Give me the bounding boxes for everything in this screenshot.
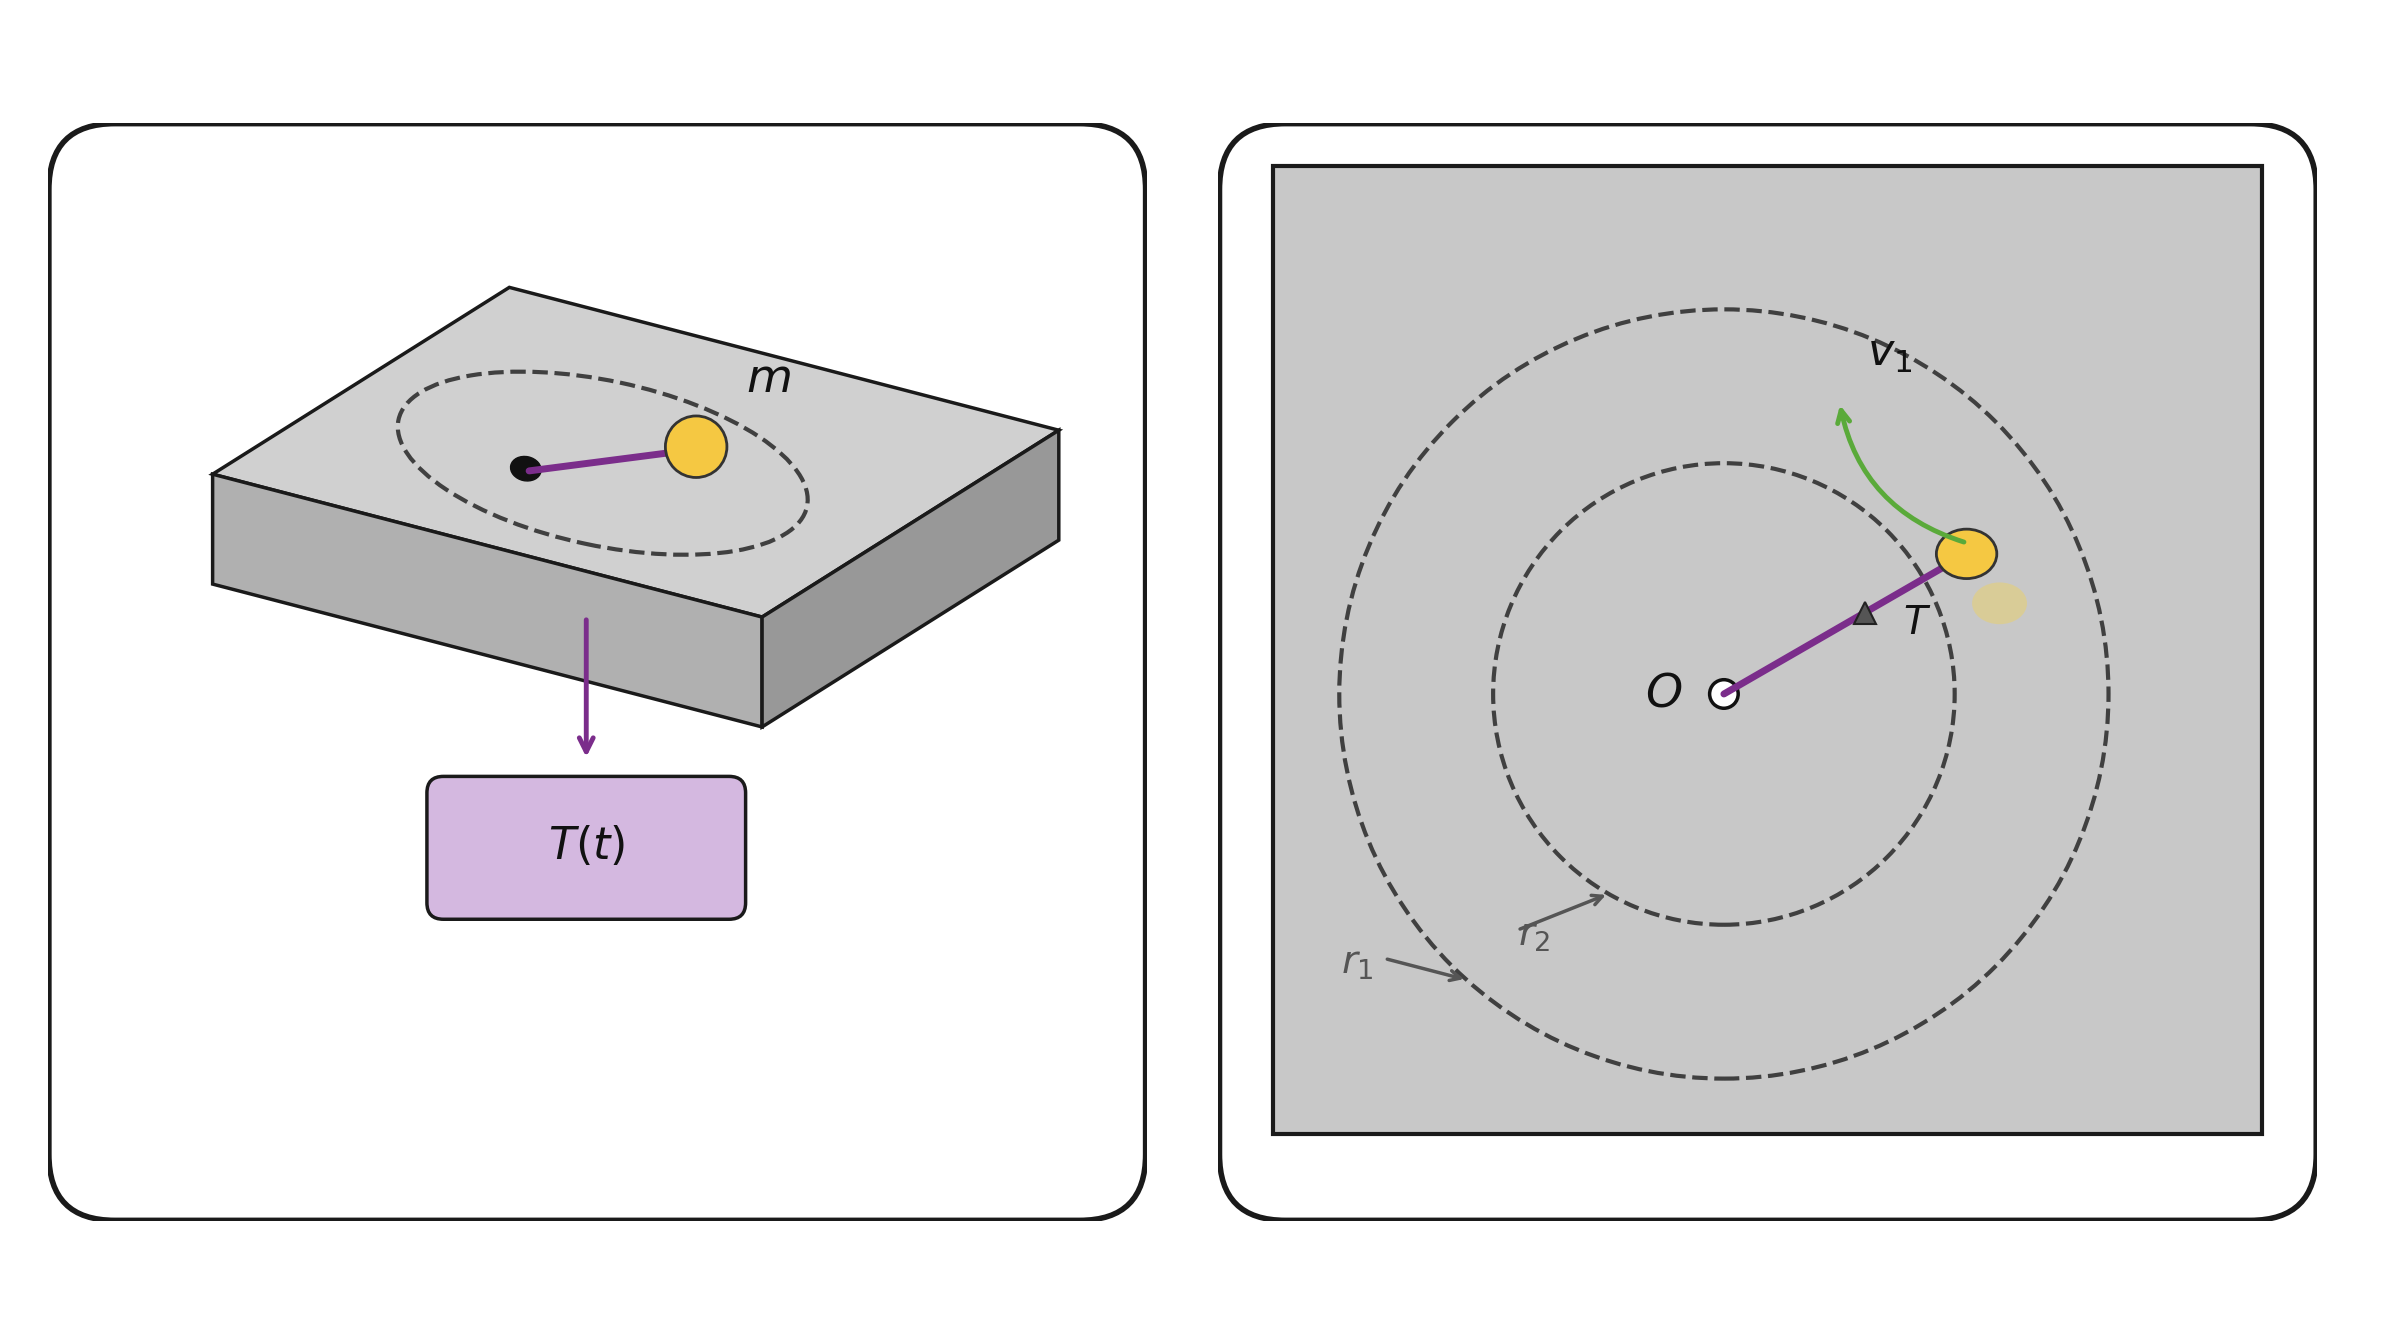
FancyBboxPatch shape [1218,124,2317,1220]
Polygon shape [762,430,1058,727]
Ellipse shape [1971,582,2026,624]
Text: $r_1$: $r_1$ [1340,945,1374,982]
Polygon shape [213,288,1058,617]
Text: $T(t)$: $T(t)$ [547,824,626,868]
Ellipse shape [1937,530,1997,578]
Circle shape [667,415,726,477]
Text: $v_1$: $v_1$ [1866,332,1911,375]
Text: $T$: $T$ [1904,605,1930,642]
Text: $O$: $O$ [1644,672,1682,716]
Polygon shape [213,474,762,727]
Text: $r_2$: $r_2$ [1517,917,1550,954]
FancyBboxPatch shape [428,777,745,919]
FancyBboxPatch shape [1273,167,2262,1133]
Text: $m$: $m$ [745,356,791,402]
Ellipse shape [511,457,540,481]
Circle shape [1711,680,1739,708]
FancyBboxPatch shape [48,124,1147,1220]
